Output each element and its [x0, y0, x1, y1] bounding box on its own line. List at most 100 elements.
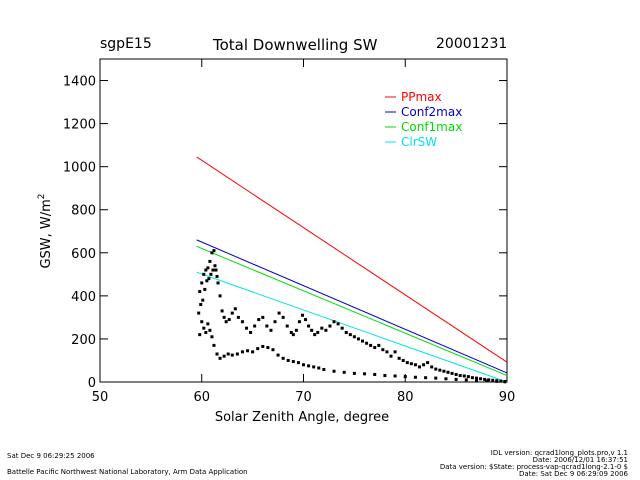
data-point	[212, 343, 216, 347]
data-point	[479, 377, 483, 381]
data-point	[483, 377, 487, 381]
data-point	[417, 365, 421, 369]
legend-label-clrsw: ClrSW	[401, 135, 437, 149]
data-point	[296, 361, 300, 365]
data-point	[211, 268, 215, 272]
x-tick-label: 50	[92, 390, 109, 405]
y-tick-label: 200	[71, 333, 96, 348]
data-point	[361, 339, 365, 343]
data-point	[226, 352, 230, 356]
x-tick-label: 70	[295, 390, 312, 405]
data-point	[208, 328, 212, 332]
data-point	[336, 322, 340, 326]
data-point	[210, 251, 214, 255]
data-point	[313, 333, 317, 337]
data-point	[269, 328, 273, 332]
data-point	[206, 266, 210, 270]
data-point	[291, 333, 295, 337]
data-point	[218, 294, 222, 298]
data-point	[257, 318, 261, 322]
data-point	[322, 368, 326, 372]
data-point	[397, 356, 401, 360]
data-point	[503, 380, 507, 384]
data-point	[266, 346, 270, 350]
data-point	[297, 320, 301, 324]
date-label: 20001231	[436, 36, 508, 52]
data-point	[413, 375, 417, 379]
x-axis-label: Solar Zenith Angle, degree	[215, 410, 389, 425]
data-point	[442, 369, 446, 373]
data-point	[220, 309, 224, 313]
y-axis-label-superscript: 2	[37, 193, 47, 199]
data-point	[294, 328, 298, 332]
chart-title: Total Downwelling SW	[213, 36, 378, 54]
data-point	[393, 350, 397, 354]
data-point	[458, 374, 462, 378]
data-point	[261, 344, 265, 348]
data-point	[265, 324, 269, 328]
data-point	[199, 302, 203, 306]
y-tick-label: 600	[71, 247, 96, 262]
data-point	[245, 326, 249, 330]
data-point	[216, 281, 220, 285]
x-tick-label: 60	[193, 390, 210, 405]
x-tick-label: 80	[397, 390, 414, 405]
data-point	[197, 311, 201, 315]
series-line-ppmax	[196, 156, 508, 363]
data-point	[356, 337, 360, 341]
data-point	[281, 356, 285, 360]
data-point	[332, 369, 336, 373]
data-point	[202, 272, 206, 276]
data-point	[426, 361, 430, 365]
data-point	[454, 372, 458, 376]
data-point	[444, 377, 448, 381]
data-point	[462, 374, 466, 378]
data-point	[204, 268, 208, 272]
data-point	[289, 330, 293, 334]
data-point	[240, 350, 244, 354]
data-point	[230, 353, 234, 357]
data-point	[273, 320, 277, 324]
data-point	[307, 364, 311, 368]
data-point	[424, 376, 428, 380]
data-point	[249, 330, 253, 334]
data-point	[253, 324, 257, 328]
data-point	[348, 333, 352, 337]
data-point	[236, 315, 240, 319]
data-point	[277, 311, 281, 315]
data-point	[422, 363, 426, 367]
data-point	[499, 379, 503, 383]
data-point	[466, 375, 470, 379]
data-point	[474, 378, 478, 382]
data-point	[383, 374, 387, 378]
data-point	[230, 311, 234, 315]
footer-code-date: Date: 2006/12/01 16:37:51	[532, 456, 628, 464]
data-point	[215, 274, 219, 278]
data-point	[363, 372, 367, 376]
footer-data-date: Date: Sat Dec 9 06:29:09 2006	[519, 470, 628, 478]
data-point	[300, 313, 304, 317]
data-point	[307, 324, 311, 328]
data-point	[200, 320, 204, 324]
data-point	[405, 361, 409, 365]
data-point	[446, 370, 450, 374]
data-point	[204, 330, 208, 334]
data-point	[224, 320, 228, 324]
site-label: sgpE15	[100, 36, 152, 52]
data-point	[344, 330, 348, 334]
data-point	[340, 326, 344, 330]
data-point	[495, 379, 499, 383]
data-point	[214, 268, 218, 272]
data-point	[212, 249, 216, 253]
data-point	[464, 378, 468, 382]
data-point	[198, 290, 202, 294]
data-point	[227, 318, 231, 322]
data-point	[401, 358, 405, 362]
y-axis-label-group: GSW, W/m2	[37, 193, 54, 268]
data-point	[373, 346, 377, 350]
data-point	[200, 281, 204, 285]
data-point	[198, 333, 202, 337]
footer-institution: Battelle Pacific Northwest National Labo…	[7, 468, 248, 476]
data-point	[324, 328, 328, 332]
